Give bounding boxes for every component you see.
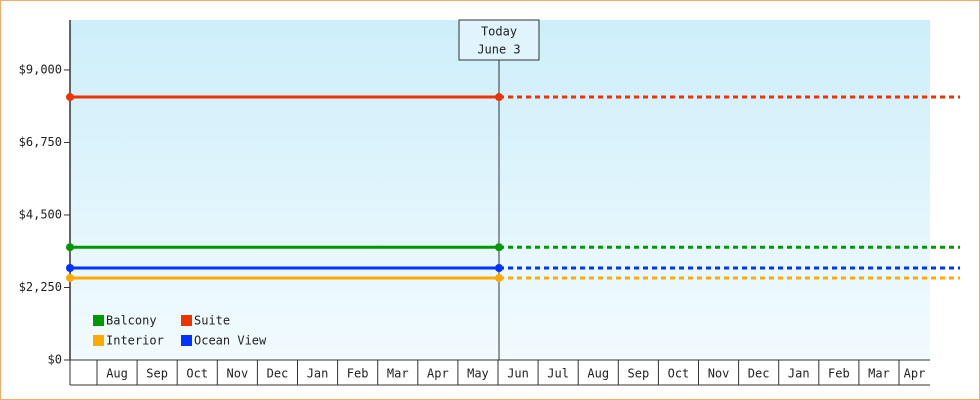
x-tick-label: Jan xyxy=(788,367,810,381)
price-point xyxy=(495,93,503,102)
price-point xyxy=(66,243,74,252)
x-tick-label: Nov xyxy=(227,367,249,381)
legend-label: Ocean View xyxy=(194,334,267,348)
x-tick-label: Dec xyxy=(748,367,770,381)
legend-label: Balcony xyxy=(106,314,157,328)
x-tick-label: Feb xyxy=(828,367,850,381)
x-tick-label: Sep xyxy=(146,367,168,381)
price-point xyxy=(495,243,503,252)
price-point xyxy=(66,263,74,272)
legend-swatch xyxy=(181,315,192,326)
price-point xyxy=(66,93,74,102)
y-tick-label: $0 xyxy=(48,353,62,367)
x-tick-label: Mar xyxy=(868,367,890,381)
legend-swatch xyxy=(93,335,104,346)
price-point xyxy=(495,263,503,272)
price-point xyxy=(495,273,503,282)
x-tick-label: Jan xyxy=(307,367,329,381)
y-tick-label: $2,250 xyxy=(19,280,62,294)
today-box xyxy=(458,19,540,61)
legend-swatch xyxy=(93,315,104,326)
x-tick-label: Oct xyxy=(668,367,690,381)
y-tick-label: $6,750 xyxy=(19,135,62,149)
x-tick-label: Dec xyxy=(267,367,289,381)
x-tick-label: Jul xyxy=(547,367,569,381)
x-tick-label: May xyxy=(467,367,489,381)
x-tick-label: Apr xyxy=(427,367,449,381)
x-tick-label: Sep xyxy=(628,367,650,381)
x-tick-label: Aug xyxy=(106,367,128,381)
x-tick-label: Aug xyxy=(587,367,609,381)
plot-area xyxy=(70,20,930,360)
legend-label: Interior xyxy=(106,334,164,348)
legend-label: Suite xyxy=(194,314,230,328)
x-tick-label: Feb xyxy=(347,367,369,381)
x-tick-label: Jun xyxy=(507,367,529,381)
x-tick-label: Nov xyxy=(708,367,730,381)
today-title: Today xyxy=(481,25,517,39)
x-tick-label: Oct xyxy=(186,367,208,381)
legend-swatch xyxy=(181,335,192,346)
price-point xyxy=(66,273,74,282)
x-tick-label: Apr xyxy=(904,367,926,381)
x-tick-label: Mar xyxy=(387,367,409,381)
y-tick-label: $4,500 xyxy=(19,207,62,221)
y-tick-label: $9,000 xyxy=(19,62,62,76)
today-date: June 3 xyxy=(477,43,520,57)
